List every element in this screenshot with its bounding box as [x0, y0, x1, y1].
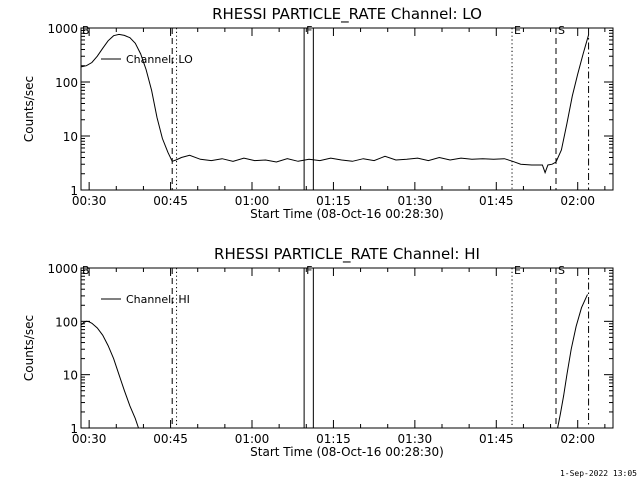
event-marker-label: F [306, 264, 312, 277]
corner-label: B [82, 264, 90, 277]
chart-panel-hi: RHESSI PARTICLE_RATE Channel: HI 00:30 00:… [22, 245, 614, 459]
legend-label: Channel: HI [126, 293, 190, 306]
x-axis-label: Start Time (08-Oct-16 00:28:30) [250, 207, 444, 221]
y-tick-label: 10 [63, 369, 78, 383]
y-tick-label: 1 [70, 184, 78, 198]
event-marker-label: F [306, 24, 312, 37]
x-tick-label: 00:30 [72, 432, 107, 446]
series-line [557, 294, 588, 429]
y-tick-label: 100 [55, 315, 78, 329]
x-tick-label: 02:00 [560, 194, 595, 208]
y-tick-label: 1000 [47, 262, 78, 276]
y-tick-label: 1000 [47, 22, 78, 36]
plot-frame [80, 27, 614, 191]
x-tick-label: 01:15 [316, 194, 351, 208]
event-marker-label: S [558, 24, 565, 37]
series-line [80, 33, 590, 175]
y-axis-label: Counts/sec [22, 76, 36, 142]
x-tick-label: 01:00 [235, 432, 270, 446]
x-tick-label: 00:45 [153, 194, 188, 208]
event-marker-label: E [514, 24, 521, 37]
chart-title: RHESSI PARTICLE_RATE Channel: LO [212, 5, 482, 24]
x-tick-label: 01:45 [479, 432, 514, 446]
event-marker-label: S [558, 264, 565, 277]
x-tick-label: 01:45 [479, 194, 514, 208]
x-tick-label: 01:00 [235, 194, 270, 208]
legend-label: Channel: LO [126, 53, 193, 66]
footer-timestamp: 1-Sep-2022 13:05 [560, 469, 637, 478]
x-tick-label: 01:15 [316, 432, 351, 446]
x-tick-label: 00:45 [153, 432, 188, 446]
x-tick-label: 00:30 [72, 194, 107, 208]
event-marker-label: E [514, 264, 521, 277]
y-tick-label: 10 [63, 130, 78, 144]
x-axis-label: Start Time (08-Oct-16 00:28:30) [250, 445, 444, 459]
y-tick-label: 1 [70, 422, 78, 436]
y-axis-label: Counts/sec [22, 315, 36, 381]
y-tick-label: 100 [55, 76, 78, 90]
x-tick-label: 01:30 [398, 432, 433, 446]
chart-title: RHESSI PARTICLE_RATE Channel: HI [214, 245, 480, 264]
plot-frame [80, 267, 614, 429]
corner-label: B [82, 24, 90, 37]
chart-panel-lo: RHESSI PARTICLE_RATE Channel: LO 00:30 00:… [22, 5, 614, 221]
x-tick-label: 01:30 [398, 194, 433, 208]
x-tick-label: 02:00 [560, 432, 595, 446]
series-line [80, 320, 139, 429]
